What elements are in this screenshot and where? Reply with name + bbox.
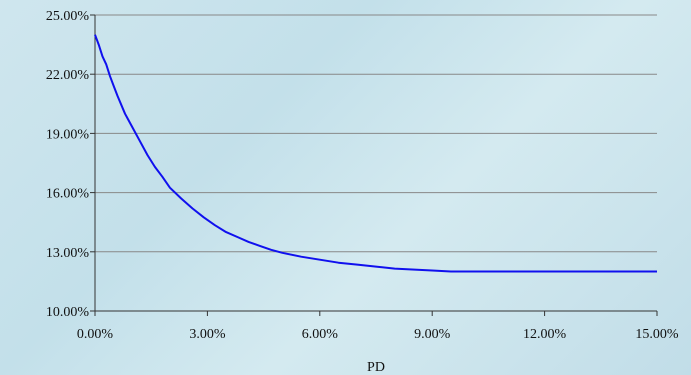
y-tick-label: 10.00% [46,305,90,320]
x-tick-label: 9.00% [414,327,451,342]
x-tick-label: 3.00% [189,327,226,342]
x-tick-label: 0.00% [77,327,114,342]
y-tick-label: 19.00% [46,127,90,142]
axis-layer [90,14,658,316]
y-tick-label: 16.00% [46,187,90,202]
x-tick-label: 15.00% [635,327,679,342]
x-axis-title: PD [367,360,385,375]
series-layer [94,34,657,273]
y-tick-label: 25.00% [46,9,90,24]
y-tick-label: 13.00% [46,246,90,261]
x-tick-label: 6.00% [302,327,339,342]
x-tick-label: 12.00% [523,327,567,342]
tick-label-layer: 10.00% 13.00% 16.00% 19.00% 22.00% 25.00% 0.00… [46,9,679,342]
series-line [94,34,657,273]
y-tick-label: 22.00% [46,68,90,83]
